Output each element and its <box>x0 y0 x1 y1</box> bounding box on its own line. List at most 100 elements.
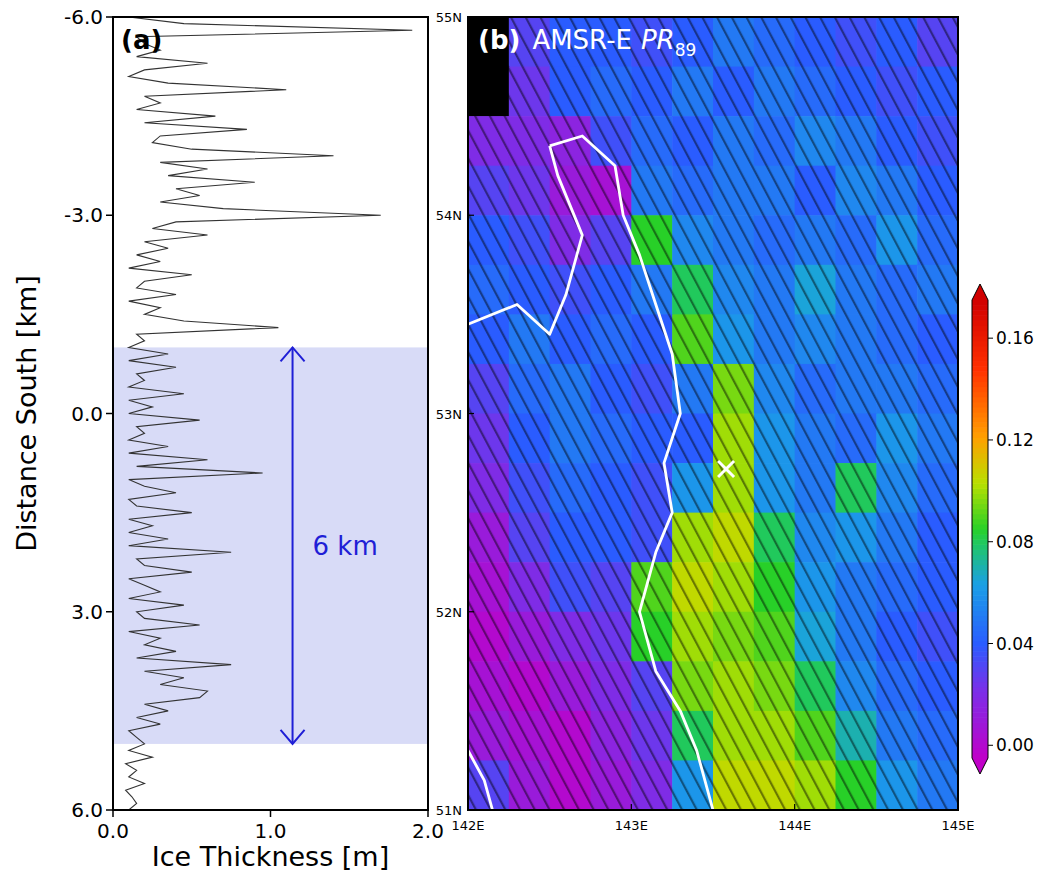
band-label: 6 km <box>313 531 378 561</box>
colorbar-tick-label: 0.16 <box>996 328 1034 348</box>
title: AMSR-E <box>532 25 632 55</box>
colorbar-segment <box>972 381 988 387</box>
colorbar-segment <box>972 488 988 494</box>
y-axis-title: Distance South [km] <box>11 275 42 552</box>
x-tick-label: 142E <box>451 818 484 833</box>
swath-texture <box>468 17 958 810</box>
colorbar-segment <box>972 661 988 667</box>
colorbar-segment <box>972 697 988 703</box>
colorbar-extend <box>972 284 988 300</box>
x-axis-title: Ice Thickness [m] <box>152 841 389 872</box>
colorbar-segment <box>972 677 988 683</box>
y-tick <box>468 215 474 216</box>
colorbar-tick-label: 0.00 <box>996 735 1034 755</box>
colorbar-segment <box>972 554 988 560</box>
x-tick <box>270 810 272 817</box>
x-tick-label: 1.0 <box>255 819 287 843</box>
arrow-head <box>281 730 305 744</box>
y-tick <box>106 413 113 415</box>
colorbar-segment <box>972 361 988 367</box>
colorbar-segment <box>972 325 988 331</box>
x-tick <box>957 804 958 810</box>
y-tick-label: 52N <box>436 605 462 620</box>
colorbar-tick <box>988 745 993 746</box>
colorbar-segment <box>972 300 988 306</box>
colorbar-segment <box>972 483 988 489</box>
arrow-shaft <box>292 347 294 744</box>
colorbar-segment <box>972 692 988 698</box>
colorbar-segment <box>972 346 988 352</box>
arrow-head <box>281 347 305 361</box>
colorbar-tick <box>988 541 993 542</box>
colorbar-segment <box>972 600 988 606</box>
figure: 6 km0.01.02.0-6.0-3.00.03.06.0Ice Thickn… <box>0 0 1060 883</box>
colorbar-segment <box>972 417 988 423</box>
colorbar-segment <box>972 702 988 708</box>
colorbar-segment <box>972 712 988 718</box>
coastline <box>468 146 582 334</box>
colorbar-segment <box>972 397 988 403</box>
y-tick-label: 0.0 <box>71 402 103 426</box>
colorbar-segment <box>972 565 988 571</box>
colorbar-segment <box>972 626 988 632</box>
colorbar-segment <box>972 498 988 504</box>
colorbar-segment <box>972 590 988 596</box>
colorbar-segment <box>972 641 988 647</box>
colorbar-segment <box>972 748 988 754</box>
y-tick-label: 3.0 <box>71 600 103 624</box>
colorbar-segment <box>972 738 988 744</box>
colorbar-segment <box>972 671 988 677</box>
colorbar-segment <box>972 544 988 550</box>
x-tick <box>794 804 795 810</box>
colorbar-segment <box>972 682 988 688</box>
colorbar-segment <box>972 371 988 377</box>
coastline <box>468 751 493 811</box>
y-tick-label: 6.0 <box>71 798 103 822</box>
colorbar-segment <box>972 636 988 642</box>
colorbar-segment <box>972 534 988 540</box>
colorbar-segment <box>972 493 988 499</box>
colorbar-segment <box>972 341 988 347</box>
colorbar-segment <box>972 549 988 555</box>
colorbar-segment <box>972 376 988 382</box>
colorbar-segment <box>972 722 988 728</box>
y-tick <box>106 611 113 613</box>
colorbar-tick-label: 0.04 <box>996 634 1034 654</box>
panel-label: (b) <box>478 25 520 55</box>
colorbar-segment <box>972 656 988 662</box>
colorbar-segment <box>972 402 988 408</box>
colorbar-segment <box>972 631 988 637</box>
colorbar-segment <box>972 407 988 413</box>
colorbar-segment <box>972 453 988 459</box>
y-tick-label: 51N <box>436 803 462 818</box>
colorbar-segment <box>972 509 988 515</box>
colorbar-segment <box>972 595 988 601</box>
y-tick-label: 55N <box>436 10 462 25</box>
colorbar-segment <box>972 733 988 739</box>
colorbar-segment <box>972 448 988 454</box>
colorbar-segment <box>972 437 988 443</box>
colorbar-segment <box>972 392 988 398</box>
y-tick <box>106 16 113 18</box>
colorbar-tick-label: 0.08 <box>996 532 1034 552</box>
variable: PR <box>641 25 675 55</box>
y-tick <box>468 809 474 810</box>
colorbar-segment <box>972 432 988 438</box>
colorbar-segment <box>972 539 988 545</box>
colorbar-tick <box>988 338 993 339</box>
y-tick <box>468 16 474 17</box>
colorbar-segment <box>972 560 988 566</box>
frame <box>468 17 958 810</box>
colorbar-segment <box>972 743 988 749</box>
colorbar-segment <box>972 356 988 362</box>
colorbar-segment <box>972 473 988 479</box>
colorbar-segment <box>972 570 988 576</box>
colorbar-segment <box>972 580 988 586</box>
y-tick <box>468 413 474 414</box>
frame <box>113 17 428 810</box>
colorbar-segment <box>972 310 988 316</box>
site-marker <box>718 461 734 477</box>
colorbar-segment <box>972 331 988 337</box>
colorbar-segment <box>972 529 988 535</box>
y-tick-label: 53N <box>436 407 462 422</box>
